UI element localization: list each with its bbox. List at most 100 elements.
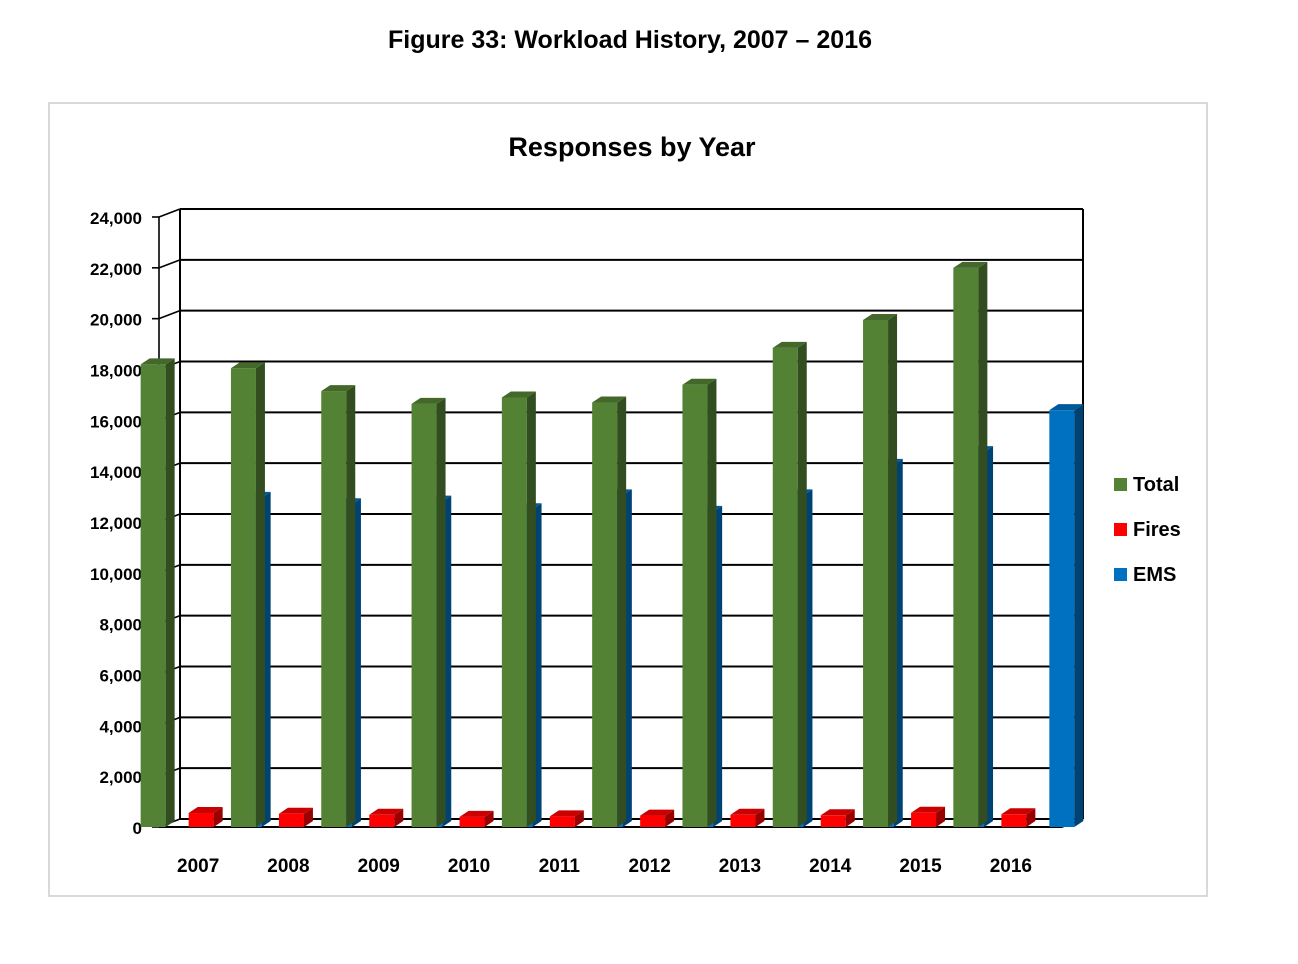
bar-top xyxy=(1049,404,1084,411)
bar-top xyxy=(730,808,765,815)
bar-side xyxy=(165,358,175,827)
bar-top xyxy=(321,385,356,392)
bar-front xyxy=(278,813,304,827)
plot-area: 0 2,000 4,000 6,000 8,000 10,000 12,000 14,000 1… xyxy=(90,208,1084,877)
bar-total-2007 xyxy=(140,358,175,827)
y-tick-label: 16,000 xyxy=(90,412,142,431)
bar-front xyxy=(863,319,889,827)
bar-top xyxy=(369,808,404,815)
bar-side xyxy=(665,809,675,827)
side-wall-gridline xyxy=(158,208,181,218)
y-tick-label: 20,000 xyxy=(90,311,142,330)
bar-front xyxy=(549,816,575,827)
bar-side xyxy=(346,385,356,827)
y-tick-label: 4,000 xyxy=(99,717,142,736)
x-tick-label: 2014 xyxy=(809,856,852,877)
bar-front xyxy=(592,402,618,827)
y-tick-label: 2,000 xyxy=(99,768,142,787)
bar-side xyxy=(303,807,313,827)
bar-front xyxy=(1049,410,1075,827)
bar-front xyxy=(188,813,214,827)
bar-front xyxy=(730,814,756,827)
bar-total-2010 xyxy=(411,397,446,827)
bar-top xyxy=(772,341,807,348)
bar-side xyxy=(617,396,627,827)
legend-label: EMS xyxy=(1133,564,1176,586)
bar-top xyxy=(230,362,265,369)
bar-total-2008 xyxy=(230,362,265,827)
bar-side xyxy=(526,391,536,827)
bar-fires-2009 xyxy=(369,808,404,827)
bar-front xyxy=(911,812,937,827)
bar-top xyxy=(411,397,446,404)
bar-total-2011 xyxy=(501,391,536,827)
bar-fires-2015 xyxy=(911,806,946,827)
y-tick-label: 0 xyxy=(133,819,142,838)
bar-front xyxy=(772,347,798,827)
bar-side xyxy=(707,378,717,827)
y-tick-label: 14,000 xyxy=(90,463,142,482)
bar-side xyxy=(755,808,765,827)
x-tick-label: 2015 xyxy=(899,856,942,877)
bar-front xyxy=(1001,814,1027,827)
bar-fires-2016 xyxy=(1001,808,1036,827)
side-wall-gridline xyxy=(158,309,181,320)
legend-label: Total xyxy=(1133,474,1179,496)
bar-side xyxy=(436,397,446,827)
legend-swatch xyxy=(1114,568,1127,581)
bar-side xyxy=(845,809,855,827)
legend: Total Fires EMS xyxy=(1114,474,1181,586)
bar-front xyxy=(953,267,979,827)
bar-top xyxy=(592,396,627,403)
legend-item-fires: Fires xyxy=(1114,519,1181,541)
bar-fires-2007 xyxy=(188,807,223,827)
bar-front xyxy=(501,397,527,827)
bar-side xyxy=(255,362,265,827)
bar-side xyxy=(1026,808,1036,827)
bar-total-2012 xyxy=(592,396,627,827)
bar-top xyxy=(188,807,223,814)
bar-side xyxy=(1074,404,1084,827)
y-tick-label: 12,000 xyxy=(90,514,142,533)
bar-total-2015 xyxy=(863,313,898,827)
bar-top xyxy=(863,313,898,320)
bar-top xyxy=(278,807,313,814)
chart-frame: Responses by Year 0 2,000 4,000 6,000 8,000 1… xyxy=(48,102,1208,897)
bar-side xyxy=(978,261,988,827)
bar-front xyxy=(640,815,666,827)
bar-front xyxy=(369,814,395,827)
bar-side xyxy=(574,810,584,827)
x-tick-label: 2010 xyxy=(448,856,490,877)
bar-top xyxy=(1001,808,1036,815)
bar-top xyxy=(501,391,536,398)
bar-side xyxy=(797,341,807,827)
x-tick-label: 2008 xyxy=(267,856,309,877)
bar-total-2016 xyxy=(953,261,988,827)
chart-title: Responses by Year xyxy=(508,132,756,162)
y-tick-label: 8,000 xyxy=(99,616,142,635)
legend-swatch xyxy=(1114,478,1127,491)
bar-top xyxy=(820,809,855,816)
x-tick-label: 2012 xyxy=(629,856,671,877)
x-tick-label: 2009 xyxy=(358,856,400,877)
y-tick-label: 18,000 xyxy=(90,362,142,381)
bar-ems-2016 xyxy=(1049,404,1084,827)
bar-fires-2010 xyxy=(459,810,494,827)
bar-front xyxy=(820,815,846,827)
bar-front xyxy=(459,816,485,827)
bar-side xyxy=(213,807,223,827)
bar-fires-2014 xyxy=(820,809,855,827)
bar-fires-2011 xyxy=(549,810,584,827)
bar-front xyxy=(411,403,437,827)
legend-label: Fires xyxy=(1133,519,1181,541)
side-wall-gridline xyxy=(158,259,181,269)
legend-swatch xyxy=(1114,523,1127,536)
bar-front xyxy=(682,384,708,827)
figure-title: Figure 33: Workload History, 2007 – 2016 xyxy=(388,26,872,54)
y-tick-label: 22,000 xyxy=(90,260,142,279)
bar-top xyxy=(953,261,988,268)
bar-top xyxy=(682,378,717,385)
bar-front xyxy=(321,391,347,827)
bar-total-2014 xyxy=(772,341,807,827)
y-tick-label: 6,000 xyxy=(99,667,142,686)
